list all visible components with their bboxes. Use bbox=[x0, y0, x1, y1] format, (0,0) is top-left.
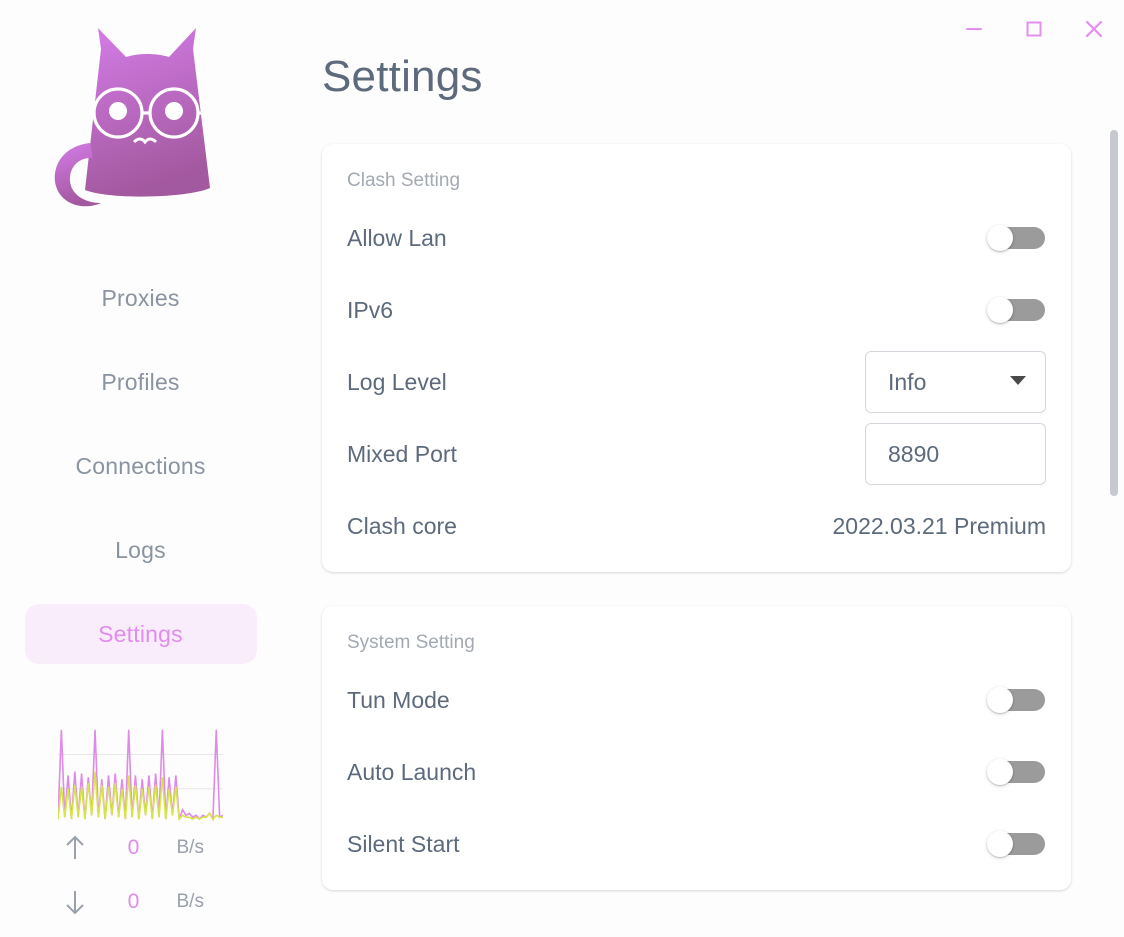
allow-lan-toggle[interactable] bbox=[987, 225, 1045, 251]
sidebar-item-connections[interactable]: Connections bbox=[25, 436, 257, 496]
log-level-value: Info bbox=[888, 368, 927, 395]
toggle-knob bbox=[987, 687, 1013, 713]
row-allow-lan: Allow Lan bbox=[347, 202, 1046, 274]
silent-start-toggle[interactable] bbox=[987, 831, 1045, 857]
row-ipv6: IPv6 bbox=[347, 274, 1046, 346]
clash-setting-card: Clash Setting Allow Lan IPv6 Log Level bbox=[322, 144, 1071, 572]
minimize-button[interactable] bbox=[944, 6, 1004, 52]
row-label: Auto Launch bbox=[347, 758, 477, 785]
minimize-icon bbox=[966, 28, 982, 30]
sidebar-item-settings[interactable]: Settings bbox=[24, 604, 257, 664]
row-label: IPv6 bbox=[347, 296, 394, 323]
row-tun-mode: Tun Mode bbox=[347, 664, 1046, 736]
row-label: Clash core bbox=[347, 512, 457, 539]
traffic-sparkline-chart bbox=[58, 726, 223, 821]
sidebar: Proxies Profiles Connections Logs Settin… bbox=[0, 0, 281, 937]
cat-logo bbox=[38, 18, 243, 230]
ipv6-toggle[interactable] bbox=[987, 297, 1045, 323]
upload-speed-value: 0 bbox=[127, 836, 140, 859]
vertical-scrollbar[interactable] bbox=[1108, 0, 1118, 937]
toggle-knob bbox=[987, 297, 1013, 323]
maximize-button[interactable] bbox=[1004, 6, 1064, 52]
row-mixed-port: Mixed Port bbox=[347, 418, 1046, 490]
sidebar-item-proxies[interactable]: Proxies bbox=[25, 268, 257, 328]
download-speed-value: 0 bbox=[127, 890, 140, 913]
row-log-level: Log Level Info bbox=[347, 346, 1046, 418]
log-level-select[interactable]: Info bbox=[865, 351, 1046, 413]
row-label: Silent Start bbox=[347, 830, 460, 857]
sidebar-item-profiles[interactable]: Profiles bbox=[25, 352, 257, 412]
window-controls bbox=[944, 0, 1124, 58]
traffic-panel: 0 B/s 0 B/s bbox=[0, 726, 281, 929]
close-button[interactable] bbox=[1064, 6, 1124, 52]
download-speed-row: 0 B/s bbox=[0, 875, 281, 929]
arrow-up-icon bbox=[47, 833, 103, 863]
close-icon bbox=[1085, 20, 1103, 38]
arrow-down-icon bbox=[47, 887, 103, 917]
section-label-clash: Clash Setting bbox=[347, 170, 461, 191]
toggle-knob bbox=[987, 225, 1013, 251]
tun-mode-toggle[interactable] bbox=[987, 687, 1045, 713]
toggle-knob bbox=[987, 831, 1013, 857]
row-label: Tun Mode bbox=[347, 686, 450, 713]
mixed-port-input[interactable] bbox=[865, 423, 1046, 485]
section-label-system: System Setting bbox=[347, 632, 475, 653]
upload-speed-row: 0 B/s bbox=[0, 821, 281, 875]
sidebar-item-label: Settings bbox=[98, 620, 183, 647]
row-auto-launch: Auto Launch bbox=[347, 736, 1046, 808]
main-content: Settings Clash Setting Allow Lan IPv6 Lo… bbox=[281, 0, 1124, 937]
row-label: Mixed Port bbox=[347, 440, 457, 467]
toggle-knob bbox=[987, 759, 1013, 785]
auto-launch-toggle[interactable] bbox=[987, 759, 1045, 785]
sidebar-nav: Proxies Profiles Connections Logs Settin… bbox=[0, 268, 281, 688]
sidebar-item-label: Proxies bbox=[101, 284, 180, 311]
sidebar-item-label: Connections bbox=[75, 452, 206, 479]
row-clash-core: Clash core 2022.03.21 Premium bbox=[347, 490, 1046, 562]
chevron-down-icon bbox=[1009, 373, 1027, 391]
sidebar-item-label: Logs bbox=[115, 536, 166, 563]
download-speed-unit: B/s bbox=[176, 891, 204, 912]
clash-core-version: 2022.03.21 Premium bbox=[832, 512, 1046, 539]
scrollbar-thumb[interactable] bbox=[1110, 130, 1118, 496]
upload-speed-unit: B/s bbox=[176, 837, 204, 858]
sidebar-item-label: Profiles bbox=[101, 368, 180, 395]
sidebar-item-logs[interactable]: Logs bbox=[25, 520, 257, 580]
maximize-icon bbox=[1026, 21, 1042, 37]
page-title: Settings bbox=[322, 52, 483, 101]
system-setting-card: System Setting Tun Mode Auto Launch Sile… bbox=[322, 606, 1071, 890]
row-label: Log Level bbox=[347, 368, 447, 395]
row-silent-start: Silent Start bbox=[347, 808, 1046, 880]
row-label: Allow Lan bbox=[347, 224, 447, 251]
